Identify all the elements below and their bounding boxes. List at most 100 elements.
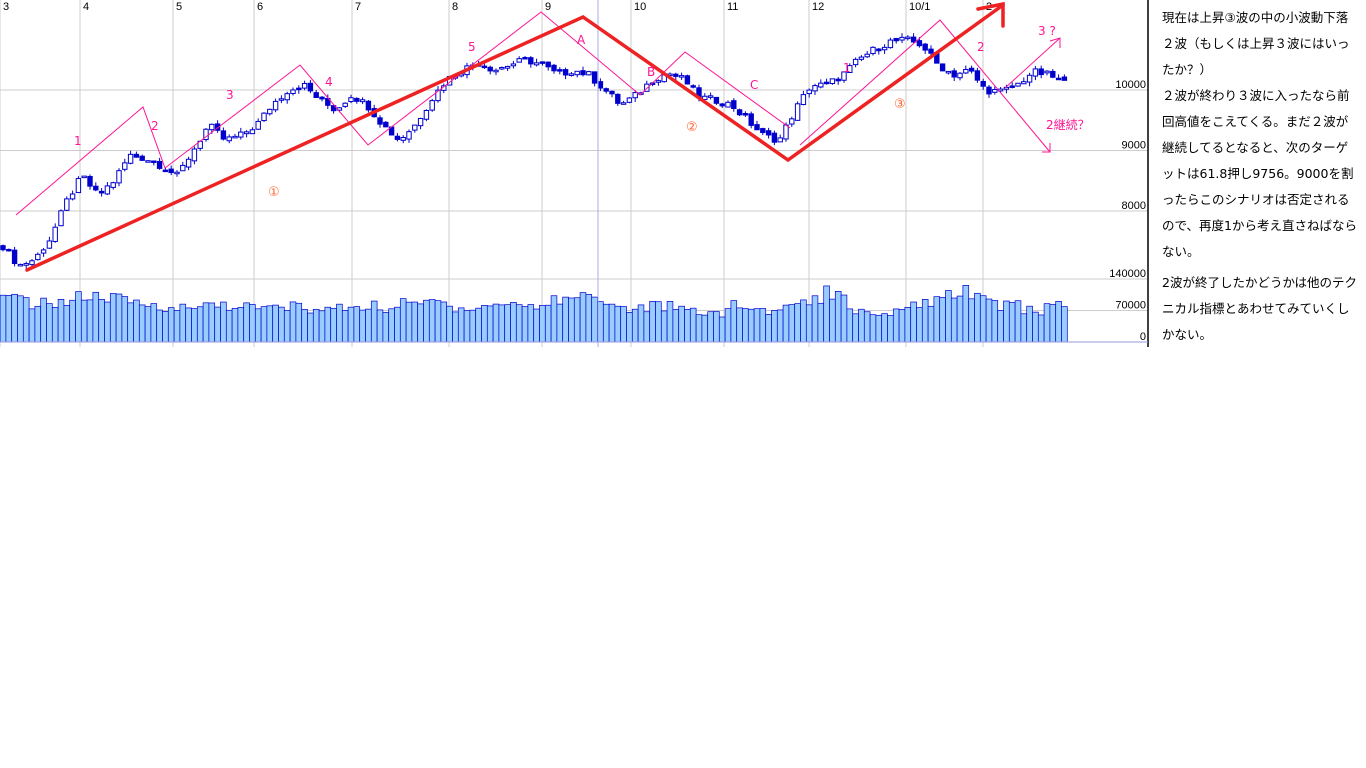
candle xyxy=(359,99,366,103)
volume-bar xyxy=(0,294,7,343)
candle xyxy=(487,66,493,72)
volume-bar xyxy=(950,297,958,343)
candle xyxy=(992,88,998,93)
candle xyxy=(75,178,82,194)
candle xyxy=(754,124,760,131)
volume-bar xyxy=(272,304,279,343)
volume-bar xyxy=(962,285,970,343)
candle xyxy=(104,185,111,195)
candle xyxy=(702,95,708,100)
volume-bar xyxy=(1043,303,1051,343)
volume-bar xyxy=(852,313,859,343)
volume-bar xyxy=(579,292,587,343)
volume-bar xyxy=(394,306,401,343)
x-tick-label: 3 xyxy=(3,1,9,13)
candle xyxy=(835,78,841,82)
volume-bar xyxy=(631,308,639,343)
candle xyxy=(0,245,6,251)
volume-bar xyxy=(104,301,111,343)
volume-bar xyxy=(1055,301,1062,343)
candle xyxy=(591,71,598,84)
candle xyxy=(1015,82,1021,87)
volume-bars xyxy=(0,285,1068,343)
candle xyxy=(887,39,894,49)
volume-bar xyxy=(133,299,140,343)
x-tick-label: 4 xyxy=(83,1,89,13)
candle xyxy=(678,75,685,78)
candle xyxy=(17,263,24,267)
candle xyxy=(504,65,511,69)
volume-bar xyxy=(695,314,703,343)
volume-bar xyxy=(573,297,581,343)
candle xyxy=(412,124,418,131)
volume-bar xyxy=(898,309,906,343)
candle xyxy=(829,78,836,85)
volume-bar xyxy=(881,313,888,343)
volume-bar xyxy=(742,308,749,343)
candle xyxy=(348,97,354,103)
candle xyxy=(354,97,360,102)
x-tick-label: 8 xyxy=(452,1,458,13)
candle xyxy=(214,123,221,131)
volume-bar xyxy=(916,307,923,343)
x-tick-label: 9 xyxy=(545,1,551,13)
label-a: A xyxy=(577,33,586,47)
candle xyxy=(719,103,725,107)
candle xyxy=(974,70,981,81)
volume-bar xyxy=(127,302,134,343)
volume-bar xyxy=(991,300,999,343)
x-tick-label: 11 xyxy=(727,1,738,13)
volume-bar xyxy=(823,285,830,343)
candle xyxy=(707,95,714,98)
candle xyxy=(858,56,865,60)
volume-tick-label: 140000 xyxy=(1109,268,1146,280)
candle xyxy=(313,92,319,99)
candle xyxy=(551,64,557,72)
volume-bar xyxy=(1026,305,1033,343)
candle xyxy=(191,148,198,162)
volume-bar xyxy=(46,303,53,343)
candle xyxy=(609,90,615,95)
candle xyxy=(510,63,517,67)
trend-arrowhead xyxy=(976,1,1005,28)
volume-bar xyxy=(109,293,117,343)
volume-bar xyxy=(202,302,210,343)
candle xyxy=(736,109,743,116)
candle xyxy=(812,85,818,92)
volume-bar xyxy=(637,304,645,343)
candle xyxy=(220,130,227,140)
candle xyxy=(713,96,720,104)
candle xyxy=(789,118,795,125)
volume-bar xyxy=(776,309,784,343)
candle xyxy=(185,158,192,168)
candle xyxy=(209,123,215,131)
candle xyxy=(481,65,488,69)
candle xyxy=(742,113,749,116)
candle xyxy=(52,226,58,242)
candle xyxy=(980,80,986,87)
volume-bar xyxy=(80,299,88,343)
volume-bar xyxy=(22,297,30,343)
candle xyxy=(841,71,847,81)
label-big-3: ③ xyxy=(894,97,906,112)
volume-bar xyxy=(921,299,929,343)
volume-bar xyxy=(434,300,442,343)
candle xyxy=(603,88,609,92)
candle xyxy=(284,93,290,101)
volume-bar xyxy=(150,303,158,343)
candle xyxy=(794,103,801,121)
volume-bar xyxy=(440,301,448,343)
candle xyxy=(238,131,244,138)
volume-bar xyxy=(602,303,610,343)
candle xyxy=(690,85,696,88)
candle xyxy=(823,81,830,85)
volume-bar xyxy=(788,304,796,343)
wave-line-current xyxy=(799,19,1051,153)
candle xyxy=(435,89,441,102)
candle xyxy=(580,70,586,76)
candle xyxy=(429,100,435,111)
candle xyxy=(301,82,308,89)
candle xyxy=(516,58,522,63)
wave-lines xyxy=(15,11,1061,216)
volume-bar xyxy=(69,299,76,343)
